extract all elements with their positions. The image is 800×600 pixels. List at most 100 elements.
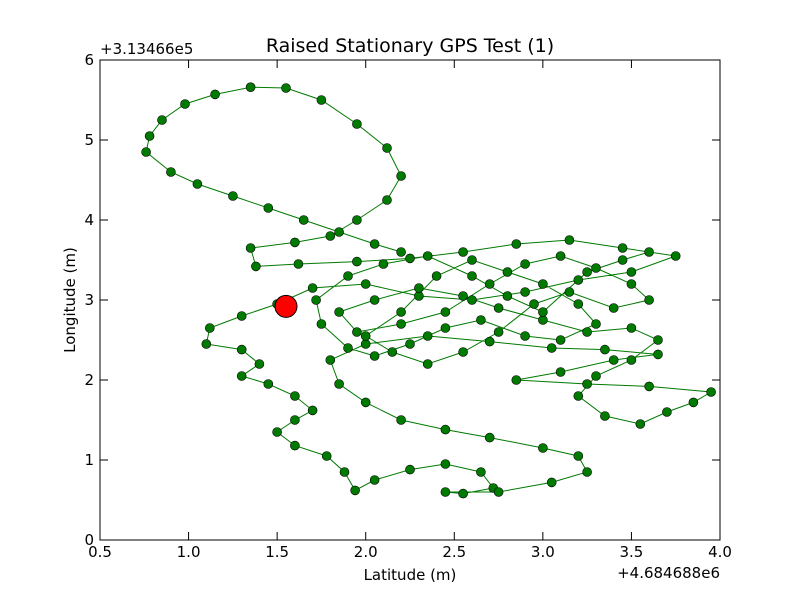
series-layer (141, 82, 716, 499)
data-point (511, 375, 522, 385)
data-point (422, 251, 433, 261)
data-point (201, 339, 212, 349)
data-point (141, 147, 151, 157)
y-tick-label: 4 (84, 211, 94, 229)
data-point (538, 315, 548, 325)
data-point (573, 275, 584, 285)
data-point (325, 231, 336, 241)
data-point (166, 167, 176, 177)
data-point (192, 179, 203, 189)
data-point (555, 367, 566, 377)
data-point (422, 359, 433, 369)
x-tick-label: 4.0 (708, 543, 732, 561)
data-point (502, 291, 513, 301)
data-point (600, 411, 610, 421)
data-point (644, 295, 654, 305)
y-offset-label: +3.13466e5 (100, 40, 193, 58)
data-point (228, 191, 238, 201)
data-point (352, 256, 362, 267)
data-point (476, 467, 486, 477)
data-point (608, 303, 619, 313)
y-tick-label: 2 (84, 371, 94, 389)
x-tick-label: 1.0 (177, 543, 201, 561)
highlight-point (274, 294, 298, 318)
data-point (458, 488, 468, 499)
data-point (617, 243, 628, 253)
data-point (414, 291, 424, 301)
data-point (538, 307, 548, 317)
data-point (254, 359, 265, 369)
data-point (157, 115, 167, 125)
data-point (205, 323, 215, 333)
data-point (236, 371, 247, 381)
data-point (307, 405, 318, 416)
data-point (511, 239, 522, 249)
data-point (476, 315, 486, 325)
data-point (520, 259, 530, 269)
data-point (382, 195, 392, 205)
data-point (316, 95, 327, 105)
data-point (405, 339, 415, 349)
data-point (493, 487, 504, 497)
data-point (555, 335, 566, 345)
data-point (582, 327, 592, 337)
data-point (484, 279, 495, 289)
data-point (251, 261, 261, 272)
data-point (467, 255, 477, 265)
data-point (396, 171, 406, 181)
data-point (343, 343, 353, 353)
data-point (334, 307, 344, 317)
data-point (520, 287, 530, 297)
data-point (484, 336, 495, 347)
y-tick-label: 3 (84, 291, 94, 309)
data-point (538, 443, 548, 453)
data-point (290, 391, 300, 401)
data-point (298, 215, 309, 225)
data-point (502, 267, 513, 277)
data-point (458, 347, 468, 357)
data-point (290, 440, 300, 451)
data-point (293, 259, 304, 269)
data-point (396, 319, 406, 329)
data-point (440, 307, 451, 317)
data-point (396, 415, 406, 425)
y-tick-label: 0 (84, 531, 94, 549)
data-point (591, 319, 601, 329)
x-offset-label: +4.684688e6 (617, 564, 720, 582)
data-point (467, 295, 477, 305)
data-point (263, 379, 274, 389)
data-point (458, 291, 468, 301)
data-point (644, 247, 654, 257)
data-point (591, 371, 601, 381)
data-point (272, 427, 282, 437)
data-point (307, 283, 318, 293)
data-point (573, 451, 584, 461)
y-tick-label: 5 (84, 131, 94, 149)
data-point (396, 247, 406, 257)
data-point (529, 299, 539, 309)
data-point (440, 323, 451, 333)
plot-frame (99, 59, 721, 541)
data-point (573, 391, 584, 401)
data-point (538, 279, 548, 289)
data-point (405, 464, 415, 475)
data-point (290, 237, 300, 248)
data-point (688, 397, 699, 408)
data-point (440, 487, 451, 497)
x-axis-label: Latitude (m) (364, 566, 457, 584)
data-point (626, 267, 637, 277)
data-point (600, 344, 610, 355)
data-point (555, 251, 566, 261)
data-point (144, 131, 155, 141)
data-point (644, 381, 654, 392)
data-point (626, 355, 637, 365)
data-point (263, 203, 274, 213)
data-point (546, 343, 557, 353)
x-tick-label: 2.0 (354, 543, 378, 561)
data-point (706, 387, 716, 397)
y-ticks: 0 1 2 3 4 5 6 (84, 51, 720, 549)
data-point (352, 327, 362, 337)
data-point (653, 349, 663, 360)
data-point (360, 339, 371, 349)
